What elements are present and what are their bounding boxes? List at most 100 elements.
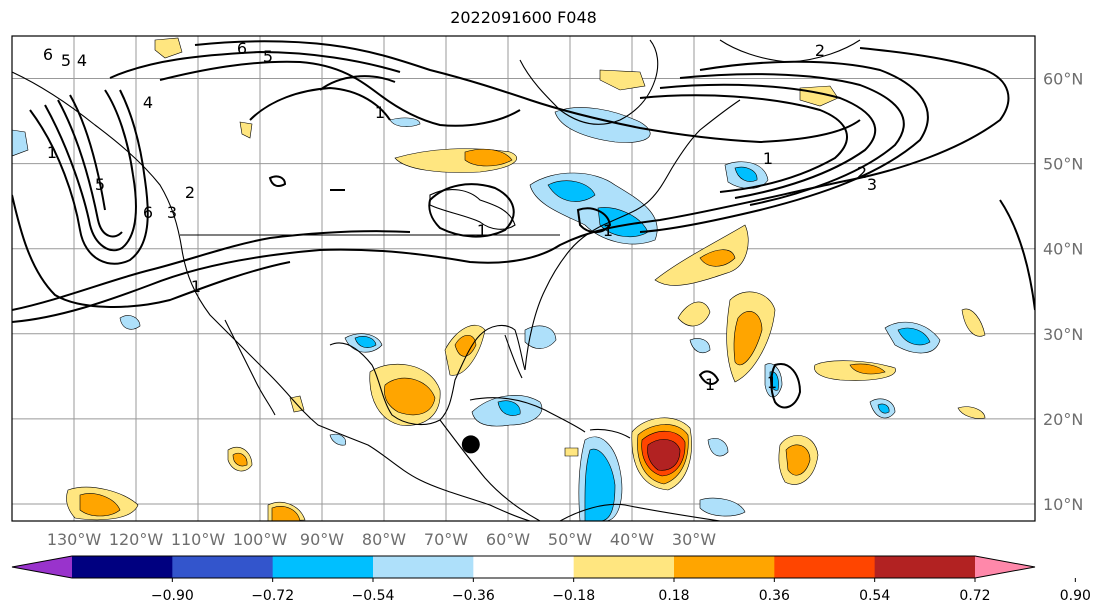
contour-line <box>428 183 515 238</box>
longitude-tick-label: 110°W <box>171 530 226 549</box>
contour-line <box>576 207 612 234</box>
colorbar-tick-label: 0.54 <box>859 588 890 604</box>
colorbar: −0.90 −0.72 −0.54 −0.36 −0.18 0.18 0.36 0.54 0.7… <box>11 555 1091 604</box>
anomaly-positive-moderate <box>785 444 811 476</box>
anomaly-positive-moderate <box>79 493 121 517</box>
anomaly-positive-weak <box>957 406 986 419</box>
anomaly-negative-weak <box>554 107 651 143</box>
colorbar-tick-label: −0.36 <box>452 588 495 604</box>
anomaly-negative-weak <box>12 129 29 157</box>
anomaly-negative-weak <box>119 315 141 330</box>
anomaly-positive-weak <box>564 447 579 457</box>
contour-line <box>770 363 802 409</box>
anomaly-negative-weak <box>524 325 557 349</box>
longitude-tick-label: 90°W <box>300 530 344 549</box>
east-coast <box>524 99 741 371</box>
longitude-labels: 130°W 120°W 110°W 100°W 90°W 80°W 70°W 60°W 50°W… <box>47 530 716 549</box>
contour-line <box>194 40 861 144</box>
contour-label: 5 <box>95 175 105 194</box>
contour-label: 2 <box>185 183 195 202</box>
longitude-tick-label: 40°W <box>610 530 654 549</box>
cuba <box>469 397 586 433</box>
contour-label: 1 <box>767 373 777 392</box>
hudson-bay <box>519 39 659 125</box>
colorbar-swatch <box>172 556 274 578</box>
latitude-tick-label: 60°N <box>1043 70 1083 89</box>
longitude-tick-label: 120°W <box>109 530 164 549</box>
contour-label: 5 <box>263 47 273 66</box>
contour-label: 1 <box>191 277 201 296</box>
anomaly-positive-weak <box>654 224 749 286</box>
contour-label: 1 <box>477 221 487 240</box>
colorbar-swatch <box>72 556 173 578</box>
anomaly-positive-moderate <box>464 148 513 167</box>
contour-line <box>12 230 411 311</box>
contour-label: 3 <box>867 175 877 194</box>
anomaly-negative-moderate <box>897 327 931 346</box>
contour-line <box>12 47 1010 323</box>
colorbar-extend-low <box>12 556 72 578</box>
anomaly-positive-moderate <box>384 377 436 416</box>
contour-label: 1 <box>603 221 613 240</box>
colorbar-swatch <box>373 556 474 578</box>
anomaly-negative-moderate <box>734 166 758 182</box>
contour-label: 6 <box>43 45 53 64</box>
contour-label: 1 <box>763 149 773 168</box>
contour-label: 4 <box>77 51 87 70</box>
contour-line <box>12 194 291 308</box>
anomaly-negative-moderate <box>354 336 377 348</box>
contour-label: 1 <box>705 375 715 394</box>
anomaly-negative-weak <box>707 438 729 457</box>
contour-labels: 6 5 4 6 5 2 1 4 5 1 6 3 2 1 1 1 1 1 2 3 … <box>43 39 877 394</box>
anomaly-positive-moderate <box>849 363 886 375</box>
anomaly-negative-moderate <box>547 180 596 202</box>
baja-california <box>224 319 276 416</box>
gridlines <box>12 36 1035 521</box>
latitude-tick-label: 30°N <box>1043 325 1083 344</box>
contour-label: 2 <box>815 41 825 60</box>
anomaly-negative-weak <box>689 338 711 353</box>
contour-label: 1 <box>47 143 57 162</box>
contour-line <box>268 175 287 187</box>
map-area <box>12 36 1035 521</box>
contour-line <box>639 60 929 233</box>
colorbar-swatch <box>473 556 575 578</box>
contour-line <box>999 199 1035 311</box>
contour-line <box>659 83 877 199</box>
colorbar-tick-label: −0.54 <box>352 588 395 604</box>
contour-line <box>679 73 905 206</box>
colorbar-tick-label: 0.36 <box>759 588 790 604</box>
latitude-tick-label: 50°N <box>1043 155 1083 174</box>
hispaniola <box>589 428 631 439</box>
anomaly-negative-weak <box>389 117 421 127</box>
colorbar-tick-label: 0.72 <box>959 588 990 604</box>
longitude-tick-label: 130°W <box>47 530 102 549</box>
anomaly-positive-weak <box>154 37 183 59</box>
colorbar-outline <box>11 555 1036 579</box>
great-lakes <box>429 189 516 230</box>
contour-line <box>639 94 848 193</box>
contour-label: 1 <box>375 103 385 122</box>
colorbar-swatch <box>674 556 775 578</box>
contour-line <box>69 94 106 211</box>
anomaly-positive-weak <box>239 121 253 139</box>
anomaly-negative-moderate <box>584 448 616 521</box>
anomaly-positive-weak <box>677 301 711 327</box>
colorbar-tick-label: 0.90 <box>1060 588 1091 604</box>
contour-label: 6 <box>237 39 247 58</box>
anomaly-positive-weak <box>599 69 646 91</box>
anomaly-positive-moderate <box>271 506 301 521</box>
florida <box>504 334 523 379</box>
colorbar-tick-label: −0.18 <box>552 588 595 604</box>
anomaly-negative-weak <box>329 433 346 446</box>
latitude-labels: 10°N 20°N 30°N 40°N 50°N 60°N <box>1043 70 1083 514</box>
anomaly-positive-moderate <box>733 311 763 366</box>
colorbar-extend-high <box>975 556 1035 578</box>
contour-line <box>29 89 149 265</box>
longitude-tick-label: 80°W <box>362 530 406 549</box>
contour-line <box>109 50 401 79</box>
contour-label: 6 <box>143 203 153 222</box>
contour-line <box>319 75 396 91</box>
anomaly-negative-moderate <box>877 403 890 414</box>
